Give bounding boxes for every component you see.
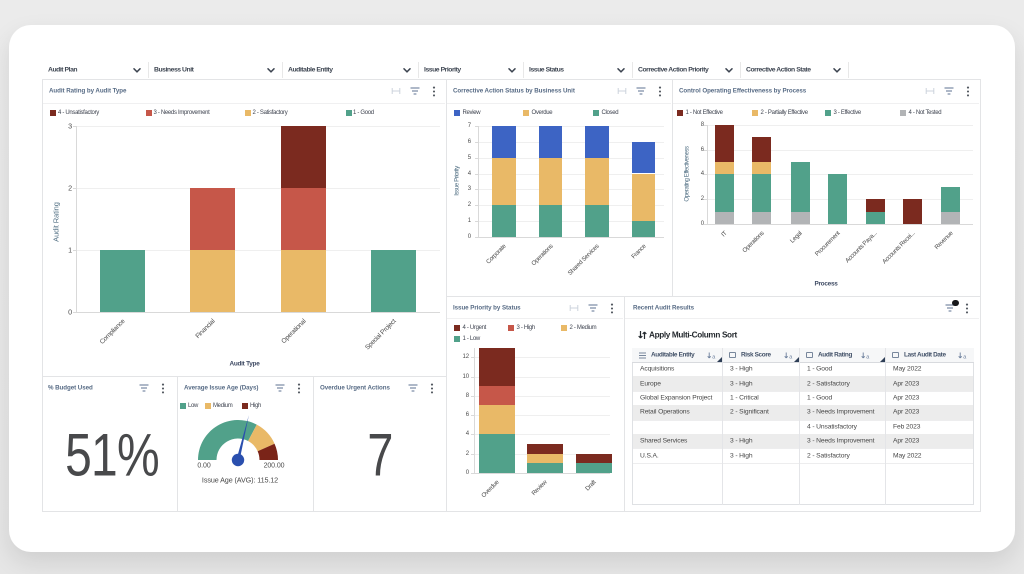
- svg-text:a: a: [963, 354, 967, 360]
- svg-text:a: a: [712, 354, 716, 360]
- svg-text:a: a: [789, 354, 793, 360]
- svg-text:a: a: [866, 354, 870, 360]
